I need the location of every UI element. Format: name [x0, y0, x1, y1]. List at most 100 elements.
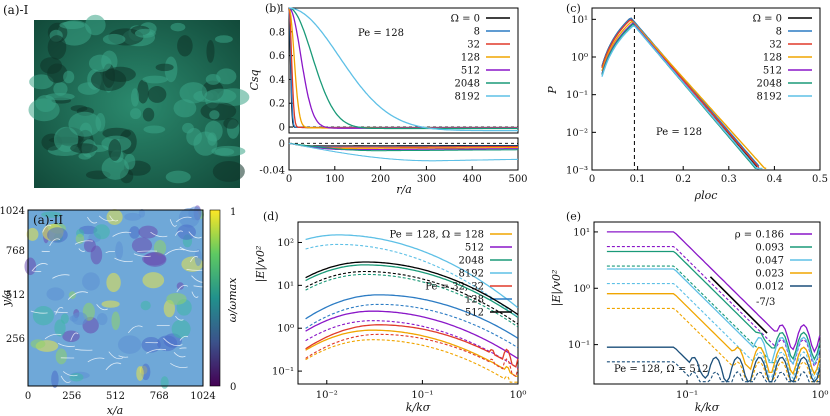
panel-b-legend-label: 32 [467, 40, 480, 51]
streamline [165, 248, 185, 256]
streamline [118, 355, 129, 358]
panel-b-series-line-bottom [288, 142, 518, 151]
panel-e-series-line [606, 346, 821, 383]
particle-cluster [35, 95, 56, 113]
streamline [109, 215, 119, 222]
particle-cluster [105, 66, 136, 82]
streamline [75, 348, 93, 351]
particle-cluster [212, 160, 245, 182]
streamline [179, 335, 189, 341]
panel-b-series-line [288, 7, 518, 129]
vorticity-blob [142, 252, 166, 266]
panel-e-xlabel: k/kσ [695, 401, 720, 414]
particle-cluster [130, 108, 142, 120]
panel-b-legend-label: 512 [461, 66, 480, 77]
vorticity-blob [111, 311, 121, 331]
panel-b-ytick: 0.4 [269, 75, 285, 86]
panel-a-I-label: (a)-I [3, 3, 29, 17]
panel-c-ytick: 10⁰ [571, 53, 588, 64]
panel-e-xtick: 10⁻¹ [676, 390, 698, 401]
particle-cluster [63, 70, 75, 84]
panel-a-II-ytick: 768 [6, 246, 25, 257]
panel-b-legend-label: 8 [474, 27, 480, 38]
panel-d-legend-label: 512 [465, 243, 484, 254]
panel-c-series-line [601, 22, 759, 170]
vorticity-blob [93, 224, 110, 240]
panel-b-legend-label: 2048 [455, 79, 480, 90]
panel-b-ytick: 1 [279, 4, 285, 15]
vorticity-blob [188, 206, 202, 221]
vorticity-blob [83, 239, 96, 253]
streamline [52, 274, 70, 279]
panel-e-series-line-dashed [606, 283, 821, 381]
panel-b-label: (b) [265, 2, 281, 15]
panel-d-series-line-dashed [305, 303, 519, 349]
vorticity-blob [138, 225, 158, 239]
panel-e-series-line [606, 231, 821, 354]
particle-cluster [170, 22, 186, 32]
streamline [188, 231, 202, 239]
streamline [98, 215, 114, 222]
panel-c-annotation: Pe = 128 [656, 127, 702, 138]
panel-d-series-line-dashed [305, 320, 519, 369]
particle-cluster [47, 35, 67, 60]
panel-d: (d) |E|/v0² k/kσ 10⁻² 10⁻¹ 10⁰ 10⁻¹ 10⁰ 10¹ 10² Pe… [254, 210, 526, 414]
vorticity-blob [171, 319, 191, 339]
panel-d-series-line [305, 324, 519, 368]
panel-c-legend-label: 8 [776, 27, 782, 38]
particle-cluster [165, 170, 191, 184]
vorticity-blob [115, 241, 124, 260]
streamline [55, 306, 64, 315]
panel-d-series-line-dashed [305, 339, 518, 383]
panel-b-series-line-bottom [288, 142, 518, 148]
panel-e-ytick: 10⁰ [573, 284, 590, 295]
particle-cluster [59, 21, 85, 30]
particle-cluster [70, 143, 98, 154]
particle-cluster [29, 74, 54, 90]
panel-e-slope-label: -7/3 [756, 297, 775, 308]
vorticity-blob [32, 306, 54, 326]
panel-e-ylabel: |E|/v0² [550, 270, 564, 307]
particle-cluster [143, 125, 166, 134]
panel-b-series-line [288, 7, 518, 132]
panel-c-frame [591, 7, 821, 171]
panel-e-series-line-dashed [606, 265, 821, 376]
particle-cluster [68, 111, 102, 137]
panel-a-I: (a)-I [3, 3, 250, 188]
streamline [127, 325, 143, 334]
panel-c-ytick: 10¹ [571, 15, 588, 26]
particle-cluster [179, 82, 208, 104]
panel-d-series-line [305, 294, 519, 339]
vorticity-blob [24, 257, 37, 276]
vorticity-blob [141, 336, 161, 353]
panel-a-II-ylabel: y/a [0, 290, 13, 307]
panel-b-xtick: 400 [463, 174, 482, 185]
panel-c-ytick: 10⁻³ [566, 166, 588, 177]
panel-e-series-line-dashed [606, 307, 821, 383]
panel-c-xtick: 0.5 [812, 174, 828, 185]
streamline [58, 343, 75, 347]
vorticity-blob [140, 300, 151, 311]
particle-cluster [204, 88, 237, 104]
panel-c-xtick: 0.1 [630, 174, 646, 185]
panel-b-xlabel: r/a [396, 183, 412, 196]
panel-e-series-line [606, 250, 821, 361]
vorticity-blob [194, 249, 202, 267]
particle-cluster [155, 63, 174, 72]
vorticity-blob [106, 272, 121, 293]
streamline [175, 315, 184, 321]
panel-a-II-xtick: 0 [25, 391, 31, 402]
panel-a-II-ticks: 0 256 512 768 1024 256 512 768 1024 [0, 206, 216, 402]
panel-e-ytick: 10⁻¹ [568, 340, 590, 351]
streamline [133, 253, 151, 257]
panel-b-ytick: 0.2 [269, 99, 285, 110]
vorticity-blob [129, 226, 140, 239]
panel-b-legend-label: 128 [461, 53, 480, 64]
vorticity-blob [166, 292, 187, 305]
panel-b-xtick: 100 [325, 174, 344, 185]
particle-cluster [177, 35, 193, 57]
streamline [42, 224, 52, 233]
particle-cluster [216, 68, 237, 85]
